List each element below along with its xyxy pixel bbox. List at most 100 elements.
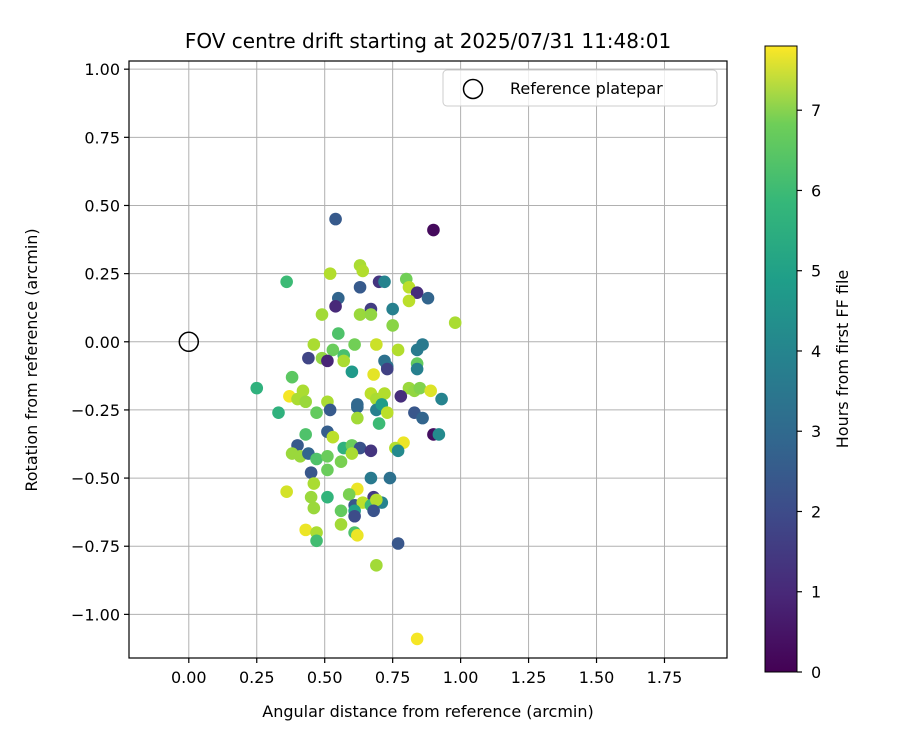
data-point <box>310 534 323 548</box>
chart-title: FOV centre drift starting at 2025/07/31 … <box>185 29 671 53</box>
data-point <box>299 523 312 537</box>
y-tick-label: −0.50 <box>71 469 120 488</box>
data-point <box>380 362 394 376</box>
data-point <box>364 444 378 458</box>
x-axis-label: Angular distance from reference (arcmin) <box>262 702 593 721</box>
data-point <box>394 390 408 403</box>
reference-marker <box>178 331 200 353</box>
data-point <box>315 308 329 321</box>
data-point <box>410 632 424 646</box>
x-tick-label: 0.25 <box>239 668 275 687</box>
legend: Reference platepar <box>442 69 718 107</box>
data-point <box>307 477 321 490</box>
legend-marker-icon <box>462 78 484 100</box>
data-point <box>304 490 318 504</box>
data-point <box>380 406 394 419</box>
x-tick-label: 0.75 <box>375 668 411 687</box>
colorbar-label: Hours from first FF file <box>833 270 852 449</box>
data-point <box>285 370 299 384</box>
data-point <box>299 395 312 409</box>
data-point <box>345 365 359 379</box>
colorbar-tick-label: 7 <box>811 101 821 120</box>
data-point <box>367 368 380 381</box>
x-tick-label: 0.00 <box>171 668 207 687</box>
x-tick-label: 1.50 <box>579 668 615 687</box>
data-point <box>413 381 427 395</box>
data-point <box>410 343 424 357</box>
data-point <box>310 452 323 466</box>
data-point <box>299 428 312 441</box>
data-point <box>367 504 380 518</box>
data-point <box>337 354 351 368</box>
colorbar-tick-label: 2 <box>811 502 821 521</box>
data-point <box>386 302 399 316</box>
legend-label: Reference platepar <box>510 79 663 98</box>
data-point <box>329 212 342 226</box>
data-point <box>280 275 293 289</box>
colorbar-tick-label: 1 <box>811 583 821 602</box>
data-point <box>307 338 321 351</box>
x-tick-label: 0.50 <box>307 668 343 687</box>
data-point <box>321 449 334 463</box>
y-tick-label: 0.00 <box>84 333 120 352</box>
data-point <box>370 559 383 572</box>
data-point <box>391 444 405 458</box>
data-point <box>378 387 391 400</box>
grid <box>129 61 727 658</box>
data-point <box>304 466 318 479</box>
y-axis-label: Rotation from reference (arcmin) <box>22 228 41 491</box>
data-point <box>321 490 334 504</box>
reference-point <box>178 331 200 353</box>
data-point <box>370 338 383 351</box>
data-point <box>424 384 438 398</box>
data-point <box>416 411 429 425</box>
data-point <box>391 537 405 550</box>
data-point <box>272 406 285 419</box>
x-axis: 0.00 0.25 0.50 0.75 1.00 1.25 1.50 1.75 <box>171 658 682 687</box>
data-point <box>432 428 446 441</box>
data-point <box>332 327 345 340</box>
data-point <box>386 319 399 332</box>
data-point <box>351 400 364 414</box>
y-tick-label: 0.75 <box>84 128 120 147</box>
data-point <box>334 455 348 469</box>
y-tick-label: −0.25 <box>71 401 120 420</box>
data-point <box>321 354 334 368</box>
data-point <box>280 485 293 499</box>
y-tick-label: −1.00 <box>71 605 120 624</box>
data-point <box>329 300 342 313</box>
data-point <box>307 501 321 515</box>
data-point <box>250 381 264 395</box>
colorbar-tick-label: 0 <box>811 663 821 682</box>
y-tick-label: 0.25 <box>84 265 120 284</box>
data-point <box>302 351 315 365</box>
data-point <box>334 504 348 518</box>
data-point <box>326 430 340 444</box>
data-point <box>323 267 337 280</box>
data-point <box>370 493 383 507</box>
data-point <box>427 223 440 237</box>
data-point <box>378 275 391 289</box>
data-point <box>351 529 364 542</box>
data-point <box>321 463 334 477</box>
y-tick-label: 0.50 <box>84 196 120 215</box>
data-point <box>351 411 364 425</box>
x-tick-label: 1.25 <box>511 668 547 687</box>
data-point <box>410 362 424 376</box>
data-point <box>353 308 367 321</box>
colorbar-tick-label: 3 <box>811 422 821 441</box>
y-tick-label: 1.00 <box>84 60 120 79</box>
data-point <box>372 417 386 430</box>
data-point <box>323 403 337 417</box>
data-point <box>326 343 340 357</box>
data-points <box>250 212 462 646</box>
colorbar-ticks: 0 1 2 3 4 5 6 7 <box>797 101 821 682</box>
y-axis: 1.00 0.75 0.50 0.25 0.00 −0.25 −0.50 −0.75 −1.00 <box>71 60 129 624</box>
x-tick-label: 1.75 <box>647 668 683 687</box>
colorbar-tick-label: 5 <box>811 262 821 281</box>
data-point <box>402 294 416 308</box>
data-point <box>334 518 348 531</box>
data-point <box>410 286 424 300</box>
data-point <box>345 447 359 460</box>
